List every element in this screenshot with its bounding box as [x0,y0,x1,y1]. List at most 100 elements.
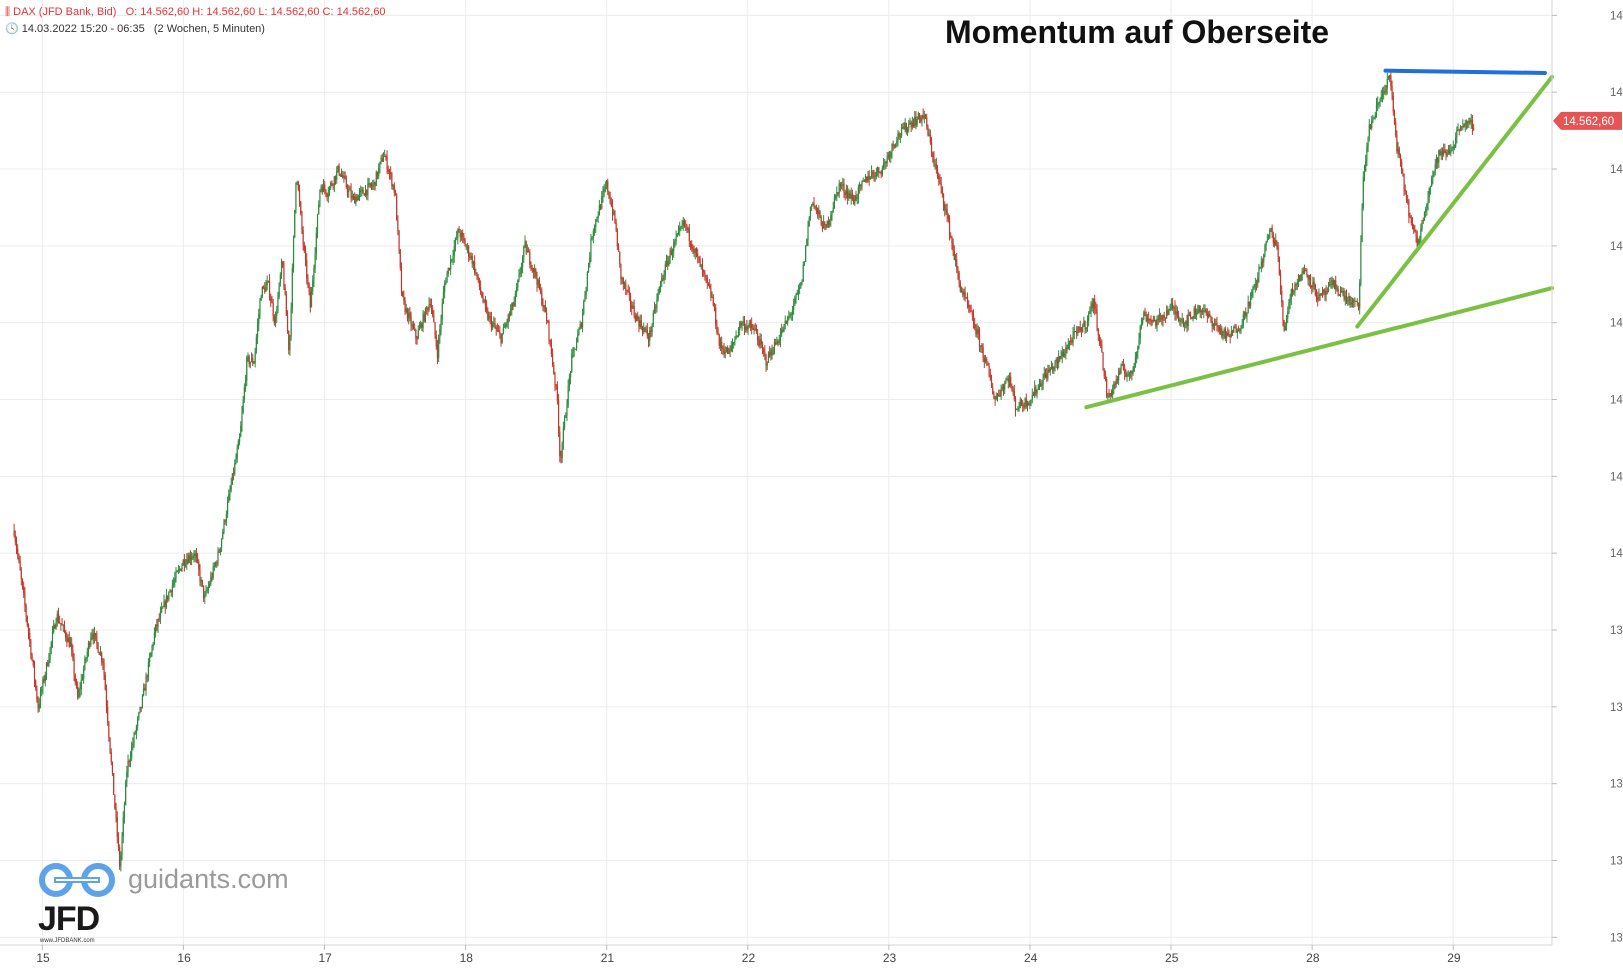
candle-body [480,287,482,293]
candle-body [143,688,145,696]
candle-body [1437,157,1439,163]
candle-body [1160,314,1162,316]
candle-body [1288,302,1290,313]
candle-body [560,455,562,458]
resistance-line [1383,68,1547,75]
candle-body [1366,146,1368,162]
candle-body [1338,294,1340,296]
candle-body [83,669,85,679]
candle-body [550,340,552,354]
candle-body [1378,102,1380,104]
candle-body [898,133,900,137]
candle-body [513,301,515,307]
candle-body [592,231,594,238]
candle-body [1139,326,1141,339]
candle-body [1246,312,1248,317]
candle-body [1320,293,1322,296]
candle-body [1451,148,1453,151]
candle-body [266,281,268,286]
candle-body [253,363,255,365]
candle-body [1011,386,1013,390]
candle-body [960,291,963,293]
candle-body [30,640,32,656]
candle-body [324,184,326,190]
candle-body [920,117,922,122]
candle-body [265,285,267,292]
candle-body [222,531,224,539]
candle-body [1453,146,1456,148]
candle-body [1384,91,1386,93]
candle-body [1295,284,1297,286]
candle-body [36,688,38,700]
candle-body [896,140,898,144]
candle-body [633,306,635,316]
candle-body [1291,288,1294,293]
candle-body [1102,352,1104,370]
candle-body [597,215,599,219]
candle-body [922,115,924,118]
candle-body [307,278,309,284]
candle-body [337,165,339,171]
candle-body [423,314,425,322]
candle-body [1143,312,1145,319]
candle-body [999,395,1001,397]
candle-body [1164,317,1167,319]
candle-body [1368,124,1370,137]
candle-body [772,353,774,355]
candle-body [442,291,445,304]
period-header: 🕓 14.03.2022 15:20 - 06:35 (2 Wochen, 5 … [5,22,265,35]
candle-body [333,176,335,186]
candle-body [549,339,551,341]
x-tick-label: 15 [36,951,50,965]
candle-body [300,202,302,214]
candle-body [773,342,776,354]
candle-body [538,279,540,290]
candle-body [309,292,311,308]
candle-body [531,267,533,269]
candle-body [340,175,343,177]
candle-body [510,310,512,316]
candle-body [787,317,789,323]
candle-body [718,334,720,346]
candle-body [1356,301,1358,303]
instrument-name: ⫼ DAX (JFD Bank, Bid) [5,6,117,18]
candle-body [1438,150,1440,163]
candle-body [18,555,20,561]
candle-body [1305,270,1307,272]
candle-body [1420,228,1422,241]
candle-body [1423,212,1426,221]
candle-body [970,310,972,312]
candle-body [1259,266,1261,268]
candle-body [240,425,242,437]
candle-body [1393,111,1396,123]
candle-body [966,297,969,305]
candle-body [691,243,693,249]
candle-body [697,253,699,257]
candle-body [74,674,76,683]
candle-body [370,185,373,187]
candle-body [1307,275,1309,281]
candle-body [403,296,405,301]
candle-body [410,316,412,326]
y-tick-label: 13.900,00 [1610,625,1623,637]
candle-body [1181,319,1183,321]
candle-body [959,283,961,292]
candle-body [548,320,550,340]
candle-body [1064,353,1066,356]
candle-body [185,564,187,566]
candle-body [1119,371,1121,374]
candle-body [140,706,142,708]
candle-body [54,625,56,629]
candle-body [820,217,822,226]
candle-body [490,317,493,328]
candle-body [93,633,96,639]
candle-body [1236,330,1238,333]
candle-body [1163,315,1165,318]
candle-body [939,178,941,184]
candle-body [962,291,964,295]
candle-body [1260,261,1262,267]
candle-body [885,161,887,163]
candle-body [1372,119,1374,122]
candle-body [942,194,945,205]
candle-body [1381,93,1384,97]
